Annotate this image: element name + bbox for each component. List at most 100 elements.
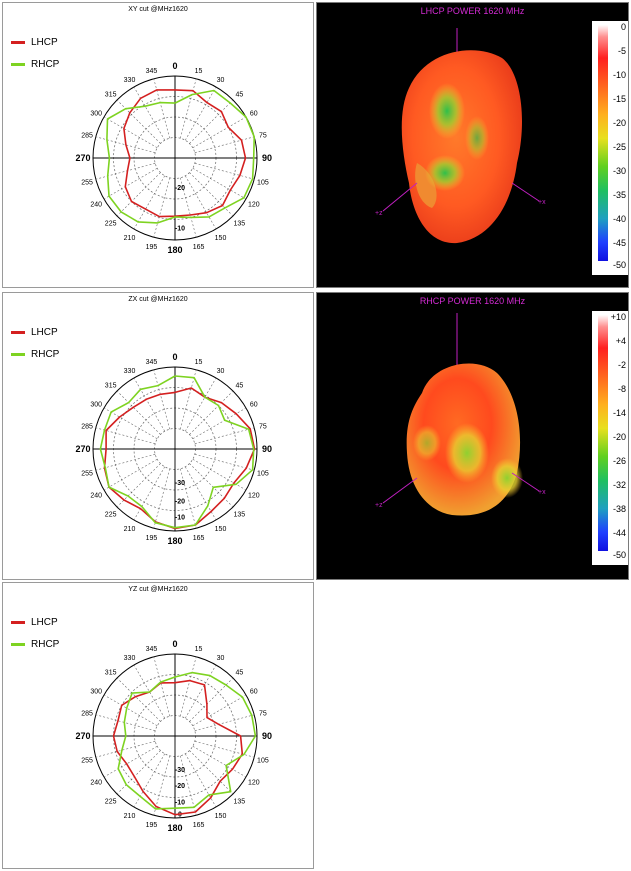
zx-legend: LHCP RHCP: [11, 321, 59, 365]
angle-label: 75: [259, 710, 267, 717]
angle-label: 0: [172, 639, 177, 649]
angle-label: 225: [105, 798, 117, 805]
angle-label: 60: [250, 689, 258, 696]
lhcp-null-2: [425, 155, 465, 191]
legend-lhcp-label: LHCP: [31, 36, 58, 48]
angle-label: 75: [259, 423, 267, 430]
angle-label: 345: [146, 359, 158, 366]
angle-label: 120: [248, 780, 260, 787]
ring-label: -10: [175, 225, 185, 232]
polar-spoke: [103, 745, 158, 778]
lhcp-unit: dBi: [600, 274, 614, 284]
angle-label: 135: [234, 798, 246, 805]
legend-lhcp: LHCP: [11, 31, 59, 53]
cb-tick: -10: [612, 70, 626, 80]
yz-cut-panel: YZ cut @MHz1620 LHCP RHCP 0 15 30 45 60 75 90 1…: [2, 582, 314, 869]
angle-label: 150: [215, 526, 227, 533]
lhcp-null-3: [465, 116, 489, 160]
angle-label: 285: [81, 132, 93, 139]
cb-tick: -20: [612, 118, 626, 128]
angle-label: 240: [90, 780, 102, 787]
polar-spoke: [194, 427, 255, 444]
angle-label: 195: [146, 244, 158, 251]
polar-spoke: [184, 377, 217, 432]
zx-polar-chart: 0 15 30 45 60 75 90 105 120 135 150 165 180 195 210 225…: [75, 352, 272, 546]
angle-label: 105: [257, 180, 269, 187]
cb-tick: -2: [617, 360, 626, 370]
polar-spoke: [184, 753, 217, 808]
angle-label: 105: [257, 758, 269, 765]
legend-lhcp: LHCP: [11, 321, 59, 343]
polar-spoke: [184, 175, 217, 230]
lhcp-swatch: [11, 330, 25, 334]
lhcp-3d-pattern: +z +x: [375, 28, 546, 244]
yz-polar-chart: 0 15 30 45 60 75 90 105 120 135 150 165 180 195 210 225…: [75, 639, 272, 833]
angle-label: 60: [250, 111, 258, 118]
rhcp-trace: [106, 89, 255, 224]
polar-spoke: [133, 86, 166, 141]
angle-label: 210: [124, 813, 136, 820]
angle-label: 90: [262, 444, 272, 454]
yz-cut-title: YZ cut @MHz1620: [128, 586, 188, 593]
polar-spoke: [180, 78, 197, 139]
rhcp-trace: [117, 671, 257, 810]
z-axis-label: +z: [375, 210, 383, 217]
angle-label: 300: [90, 402, 102, 409]
x-axis-label: +x: [538, 489, 546, 496]
angle-label: 60: [250, 402, 258, 409]
polar-spoke: [192, 694, 247, 727]
cb-tick: -20: [612, 432, 626, 442]
angle-label: 165: [193, 822, 205, 829]
angle-label: 345: [146, 646, 158, 653]
rhcp-3d-title: RHCP POWER 1620 MHz: [419, 296, 526, 306]
angle-label: 120: [248, 202, 260, 209]
ring-label: -20: [175, 185, 185, 192]
rhcp-unit: dBi: [600, 566, 614, 576]
cb-tick: 0: [620, 22, 626, 32]
angle-label: 240: [90, 202, 102, 209]
angle-label: 180: [167, 536, 182, 546]
lhcp-colorbar-ticks: 0 -5 -10 -15 -20 -25 -30 -35 -40 -45 -50: [608, 19, 626, 270]
angle-label: 90: [262, 153, 272, 163]
polar-spoke: [153, 468, 170, 529]
rhcp-null-2: [491, 458, 523, 498]
angle-label: 255: [81, 471, 93, 478]
angle-label: 165: [193, 244, 205, 251]
polar-spoke: [194, 163, 255, 180]
angle-label: 30: [217, 368, 225, 375]
angle-label: 345: [146, 68, 158, 75]
angle-label: 315: [105, 383, 117, 390]
cb-tick: -5: [617, 46, 626, 56]
angle-label: 75: [259, 132, 267, 139]
angle-label: 150: [215, 813, 227, 820]
polar-spoke: [103, 407, 158, 440]
rhcp-trace: [99, 375, 255, 529]
cb-tick: -14: [612, 408, 626, 418]
polar-spoke: [153, 369, 170, 430]
lhcp-null-1: [429, 83, 465, 139]
rhcp-null-1: [445, 423, 489, 483]
cb-tick: -45: [612, 238, 626, 248]
angle-label: 315: [105, 670, 117, 677]
ring-label: -20: [175, 783, 185, 790]
polar-spoke: [153, 177, 170, 238]
rhcp-colorbar-ticks: +10 +4 -2 -8 -14 -20 -26 -32 -38 -44 -50: [608, 309, 626, 560]
angle-label: 150: [215, 235, 227, 242]
cb-tick: -38: [612, 504, 626, 514]
x-axis-label: +x: [538, 199, 546, 206]
angle-label: 300: [90, 689, 102, 696]
legend-rhcp: RHCP: [11, 633, 59, 655]
xy-polar-chart: 0 15 30 45 60 75 90 105 120 135 150 165 180 195 210 225…: [75, 61, 272, 255]
lhcp-swatch: [11, 40, 25, 44]
lhcp-3d-title: LHCP POWER 1620 MHz: [420, 6, 525, 16]
angle-label: 270: [75, 153, 90, 163]
zx-cut-panel: ZX cut @MHz1620 LHCP RHCP 0 15 30 45 60 75 90 1…: [2, 292, 314, 580]
cb-tick: -25: [612, 142, 626, 152]
xy-cut-panel: XY cut @MHz1620 LHCP RHCP 0 15 30 45 60 75 90 1…: [2, 2, 314, 288]
angle-label: 225: [105, 511, 117, 518]
polar-spoke: [192, 167, 247, 200]
angle-label: 285: [81, 423, 93, 430]
angle-label: 90: [262, 731, 272, 741]
polar-spoke: [95, 163, 156, 180]
angle-label: 30: [217, 655, 225, 662]
